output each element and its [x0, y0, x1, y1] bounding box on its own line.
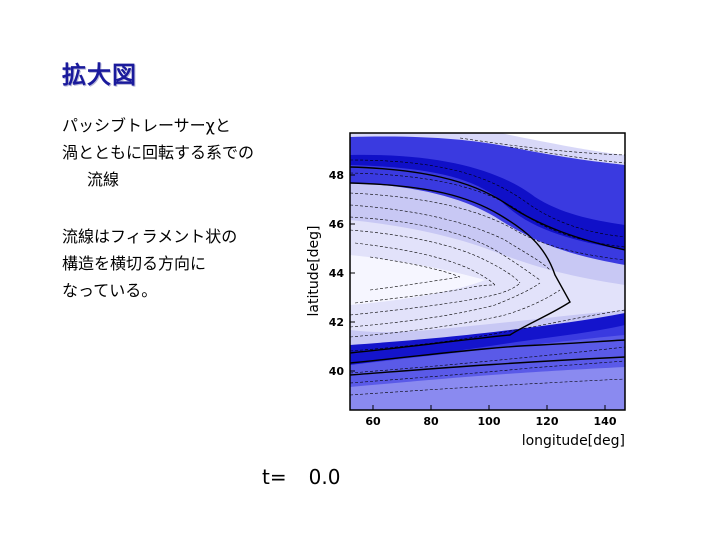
description-line: なっている。 [62, 281, 158, 300]
x-tick-label: 100 [478, 415, 501, 428]
y-tick-label: 42 [329, 316, 344, 329]
x-axis-label: longitude[deg] [522, 433, 625, 449]
time-value: 0.0 [308, 465, 341, 489]
description-line: 流線 [87, 170, 120, 189]
description-line: 流線はフィラメント状の [62, 227, 238, 246]
description-line: 構造を横切る方向に [62, 254, 207, 273]
plot-frame [349, 132, 626, 411]
y-axis-label: latitude[deg] [306, 225, 322, 316]
x-tick-label: 60 [365, 415, 381, 428]
y-tick-label: 48 [329, 169, 344, 182]
x-tick-label: 140 [594, 415, 617, 428]
time-readout: t= 0.0 [262, 465, 340, 489]
y-tick-label: 44 [329, 267, 345, 280]
y-tick-label: 40 [329, 365, 345, 378]
slide-title: 拡大図 [62, 61, 137, 89]
x-tick-label: 120 [536, 415, 559, 428]
description-line: パッシブトレーサーχと [62, 116, 231, 135]
contour-plot-area [350, 133, 625, 410]
contour-figure: 60 80 100 120 140 40 42 44 46 48 longitu… [306, 132, 626, 449]
y-tick-label: 46 [329, 218, 345, 231]
x-tick-label: 80 [423, 415, 439, 428]
time-label: t= [262, 465, 287, 489]
description-paragraph-1: パッシブトレーサーχと 渦とともに回転する系での 流線 [62, 112, 254, 193]
description-line: 渦とともに回転する系での [62, 143, 255, 162]
description-paragraph-2: 流線はフィラメント状の 構造を横切る方向に なっている。 [62, 223, 237, 304]
